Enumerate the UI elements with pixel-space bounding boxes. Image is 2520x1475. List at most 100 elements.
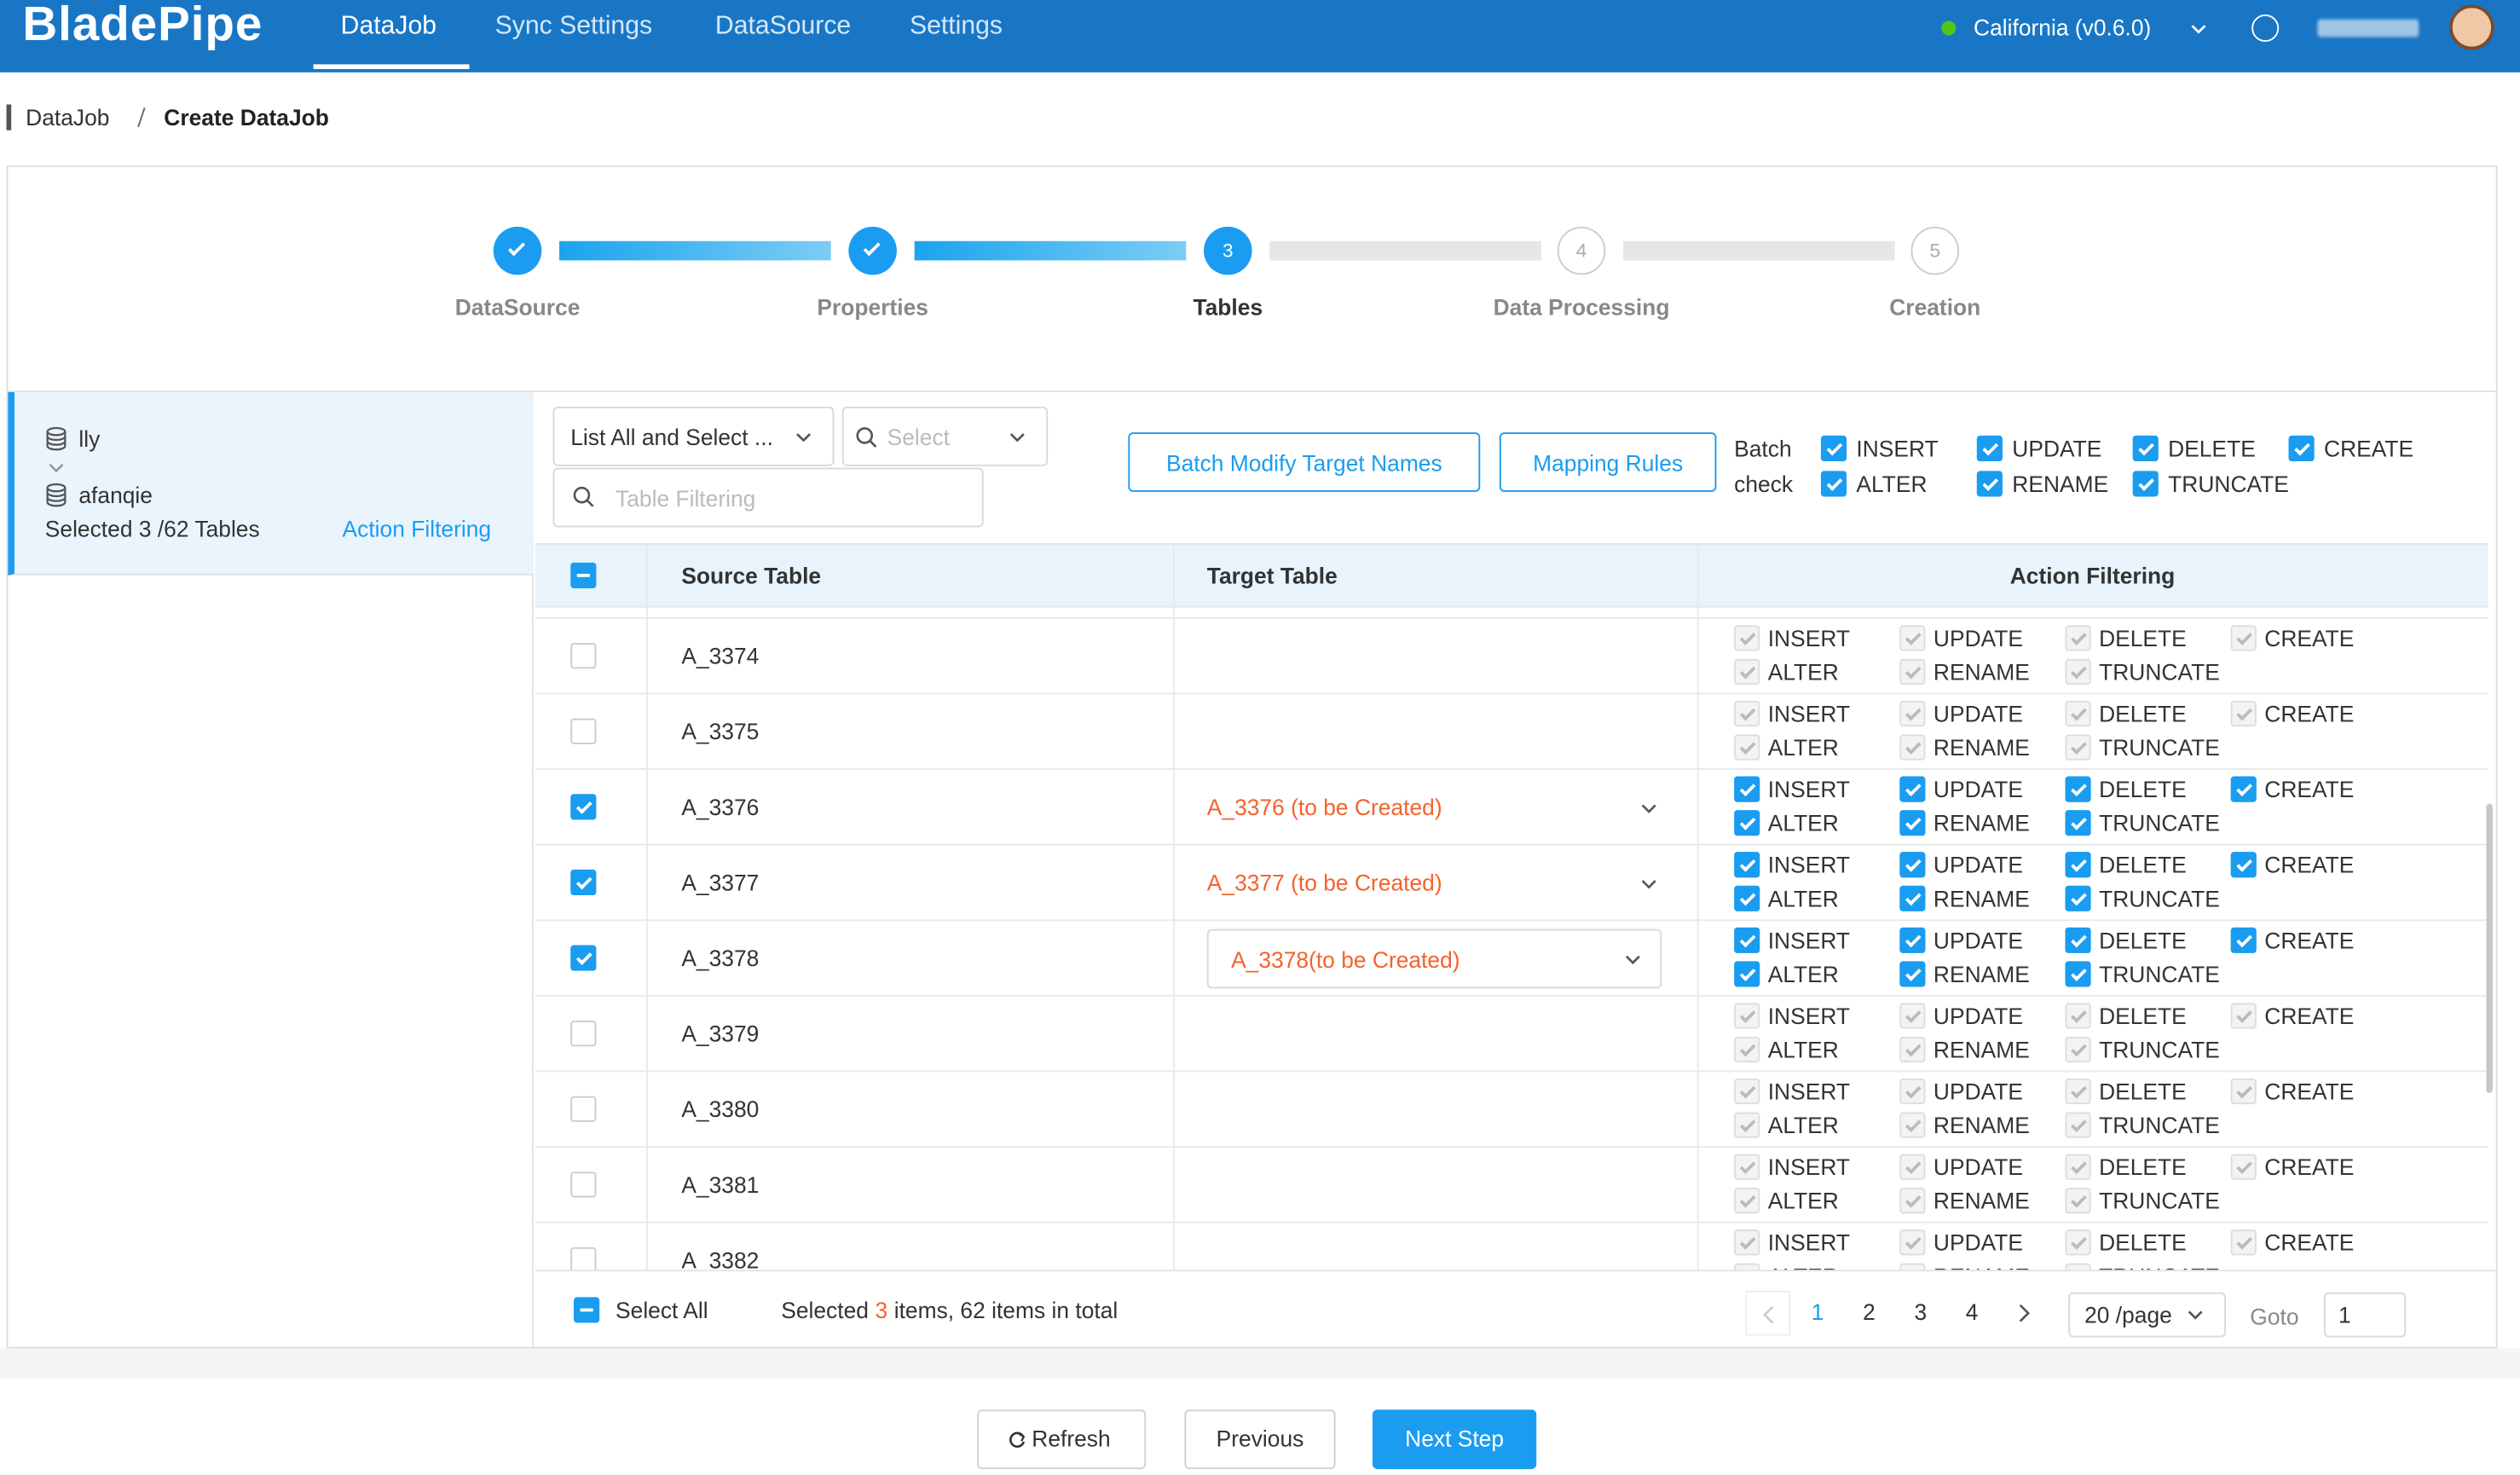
action-checkbox [1734, 1188, 1760, 1214]
target-select[interactable] [1206, 928, 1662, 989]
page-number[interactable]: 1 [1811, 1299, 1824, 1325]
nav-tab[interactable]: DataJob [340, 13, 437, 41]
action-filtering-link[interactable]: Action Filtering [342, 516, 492, 542]
action-label: ALTER [1767, 658, 1839, 685]
footer-button[interactable] [1372, 1409, 1537, 1470]
batch-checkbox[interactable] [2132, 435, 2159, 462]
batch-checkbox[interactable] [1976, 435, 2003, 462]
mode-select[interactable] [552, 406, 835, 466]
row-checkbox[interactable] [570, 718, 597, 744]
action-checkbox[interactable] [1899, 852, 1926, 878]
goto-input[interactable] [2324, 1292, 2407, 1338]
source-table: A_3380 [681, 1096, 760, 1122]
toolbar-button[interactable] [1499, 432, 1717, 492]
action-checkbox[interactable] [2065, 927, 2091, 953]
action-label: INSERT [1767, 1154, 1851, 1180]
column-divider [645, 543, 648, 1270]
action-label: UPDATE [1933, 625, 2024, 651]
select-all-label[interactable]: Select All [616, 1297, 708, 1323]
goto-label: Goto [2250, 1303, 2299, 1330]
footer-button[interactable] [1184, 1409, 1336, 1470]
batch-checkbox[interactable] [2288, 435, 2315, 462]
action-checkbox [2065, 1078, 2091, 1105]
nav-tab[interactable]: Settings [910, 13, 1003, 41]
row-checkbox[interactable] [570, 945, 597, 971]
page-next[interactable] [2001, 1291, 2046, 1336]
nav-tab[interactable]: Sync Settings [494, 13, 653, 41]
region-selector[interactable]: California (v0.6.0) [1974, 14, 2152, 41]
breadcrumb-item[interactable]: DataJob [26, 104, 110, 130]
page-size-select[interactable] [2068, 1292, 2227, 1338]
action-checkbox[interactable] [2065, 961, 2091, 987]
batch-checkbox[interactable] [1820, 435, 1847, 462]
row-checkbox[interactable] [570, 1171, 597, 1198]
action-checkbox[interactable] [2065, 885, 2091, 911]
action-checkbox[interactable] [1734, 810, 1760, 836]
table-filter-input[interactable] [552, 467, 984, 528]
batch-checkbox[interactable] [1820, 471, 1847, 497]
action-checkbox[interactable] [1734, 852, 1760, 878]
row-checkbox[interactable] [570, 1247, 597, 1270]
select-all-checkbox[interactable] [574, 1297, 600, 1323]
action-label: INSERT [1767, 776, 1851, 802]
action-label: RENAME [1933, 1036, 2030, 1063]
action-checkbox[interactable] [2065, 852, 2091, 878]
action-checkbox [2065, 734, 2091, 761]
action-checkbox[interactable] [2065, 810, 2091, 836]
batch-checkbox[interactable] [2132, 471, 2159, 497]
batch-check-label: Batch check [1734, 435, 1794, 497]
page-number[interactable]: 3 [1914, 1299, 1928, 1325]
batch-action-label: ALTER [1856, 471, 1928, 497]
action-checkbox[interactable] [1734, 961, 1760, 987]
action-label: UPDATE [1933, 1078, 2024, 1105]
toolbar-button[interactable] [1128, 432, 1481, 492]
action-label: ALTER [1768, 1260, 1839, 1270]
scrollbar-thumb [2486, 803, 2493, 1093]
row-checkbox[interactable] [570, 1021, 597, 1047]
action-checkbox[interactable] [2230, 776, 2257, 802]
action-checkbox[interactable] [1899, 885, 1926, 911]
help-icon[interactable] [2251, 14, 2280, 43]
action-checkbox[interactable] [1899, 776, 1926, 802]
action-checkbox[interactable] [1899, 927, 1926, 953]
top-nav [0, 0, 2520, 72]
action-checkbox[interactable] [1734, 927, 1760, 953]
row-checkbox[interactable] [570, 794, 597, 820]
source-table: A_3376 [681, 794, 760, 820]
row-checkbox[interactable] [570, 869, 597, 896]
action-checkbox [1734, 700, 1760, 727]
action-label: ALTER [1767, 961, 1839, 987]
action-label: DELETE [2099, 1154, 2187, 1180]
database-icon [45, 483, 67, 508]
refresh-icon [1008, 1429, 1027, 1449]
logo: BladePipe [22, 0, 263, 52]
action-label: ALTER [1767, 734, 1839, 761]
avatar[interactable] [2449, 4, 2494, 50]
action-checkbox[interactable] [1899, 810, 1926, 836]
action-checkbox[interactable] [1734, 885, 1760, 911]
action-checkbox [2065, 1229, 2091, 1256]
step-label: DataSource [454, 293, 581, 321]
action-checkbox[interactable] [2230, 927, 2257, 953]
filter-placeholder: Table Filtering [616, 485, 756, 512]
header-checkbox[interactable] [570, 562, 597, 588]
batch-checkbox[interactable] [1976, 471, 2003, 497]
action-label: INSERT [1767, 1229, 1851, 1256]
row-divider [535, 1221, 2488, 1223]
step-label: Tables [1193, 293, 1263, 321]
db-select[interactable] [841, 406, 1049, 466]
nav-tab[interactable]: DataSource [714, 13, 852, 41]
action-checkbox [1899, 658, 1926, 685]
action-label: INSERT [1767, 1003, 1851, 1029]
footer-button[interactable] [977, 1409, 1147, 1470]
action-checkbox[interactable] [1899, 961, 1926, 987]
sidebar-item-active[interactable] [8, 391, 534, 576]
action-checkbox[interactable] [2230, 852, 2257, 878]
page-number[interactable]: 4 [1965, 1299, 1979, 1325]
row-checkbox[interactable] [570, 1096, 597, 1122]
page-number[interactable]: 2 [1863, 1299, 1876, 1325]
row-checkbox[interactable] [570, 643, 597, 669]
action-checkbox[interactable] [1734, 776, 1760, 802]
action-checkbox[interactable] [2065, 776, 2091, 802]
